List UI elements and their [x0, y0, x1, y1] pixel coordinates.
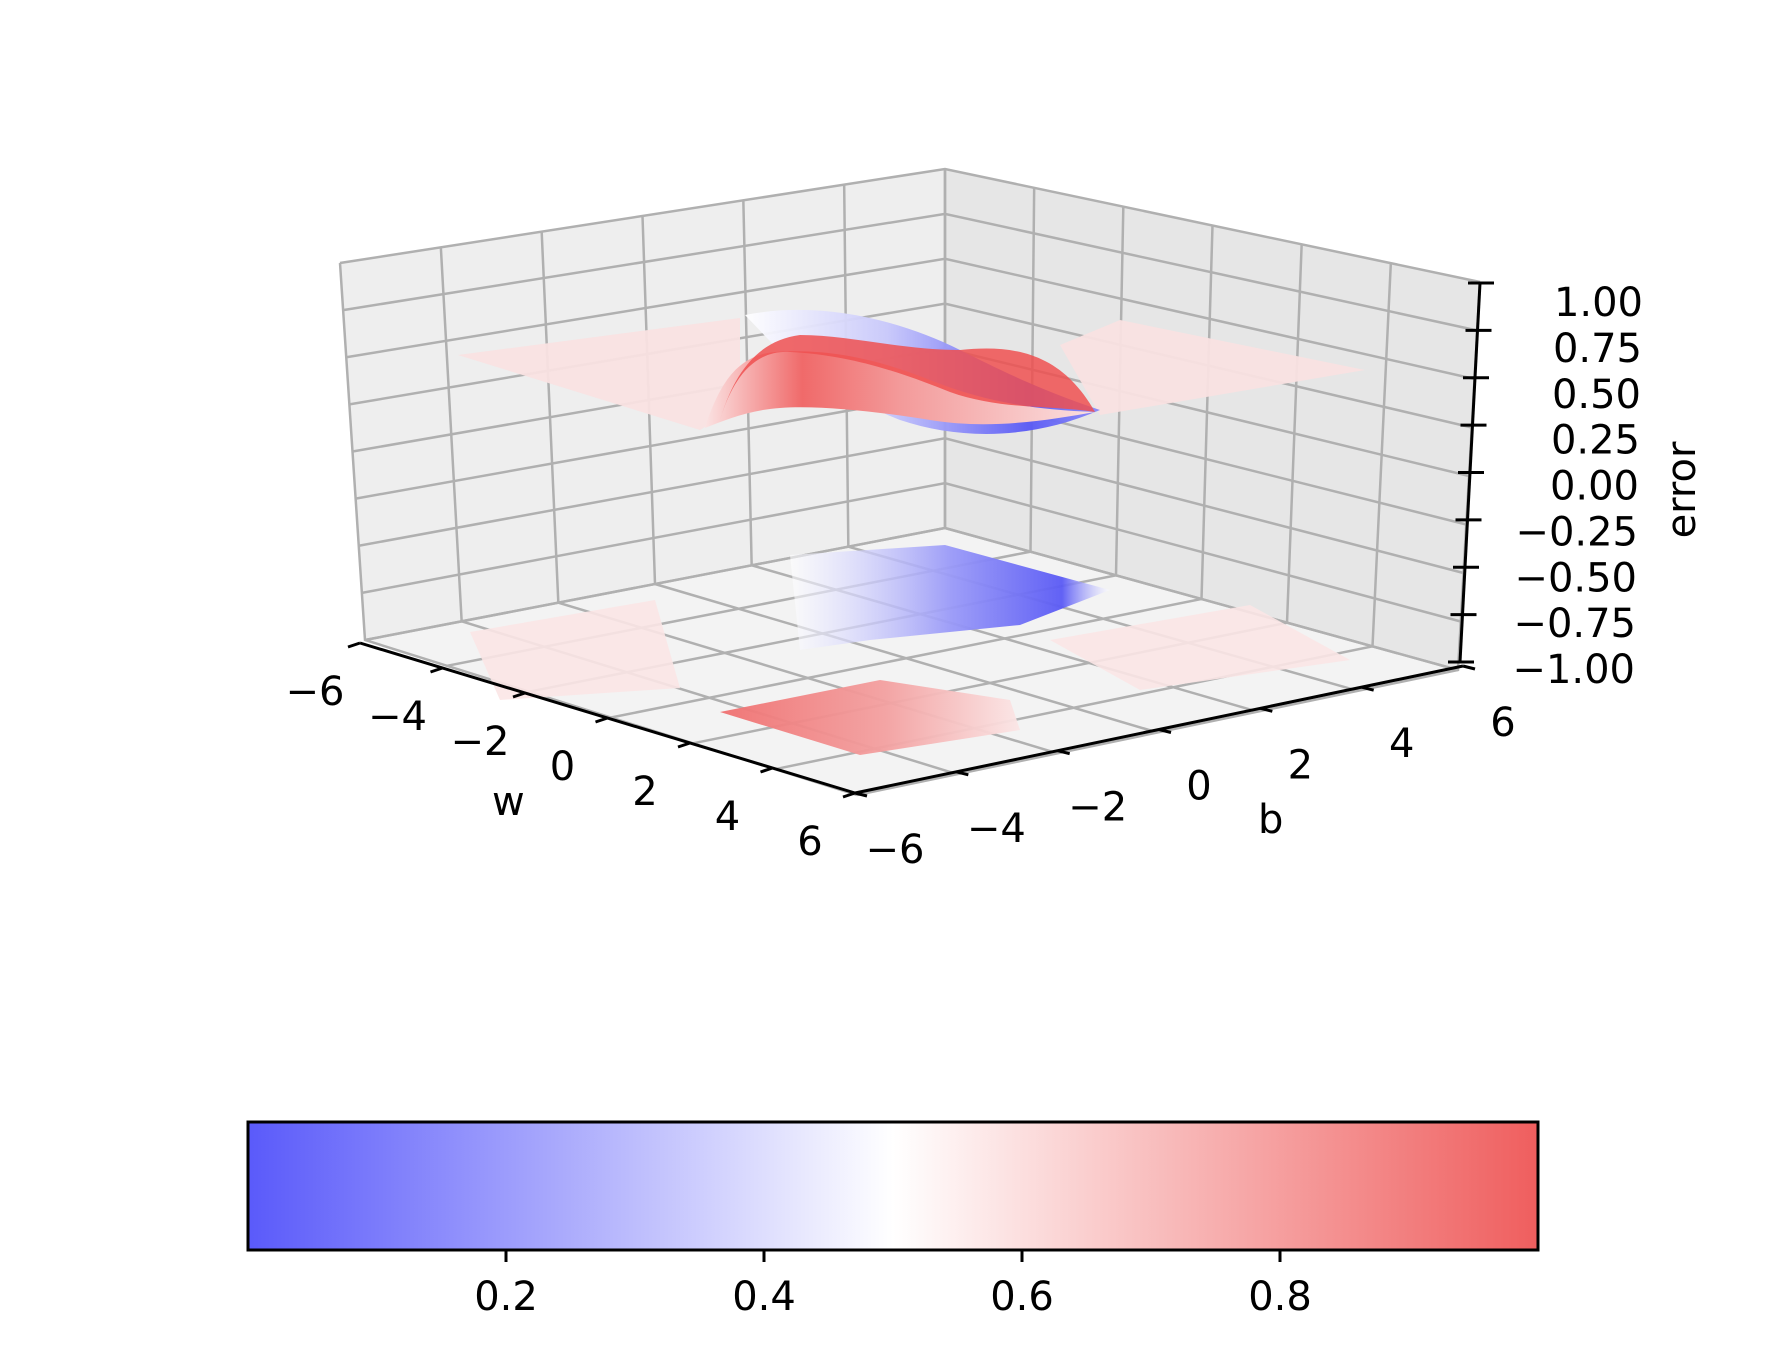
contour-plateau-right [1050, 605, 1350, 690]
surface-red-wave [720, 335, 1095, 420]
error-tick-label: 0.00 [1550, 464, 1639, 510]
error-tick-label: 1.00 [1554, 280, 1643, 326]
colorbar-gradient [246, 1120, 1540, 1252]
error-tick-label: −0.50 [1514, 555, 1637, 601]
w-tick-label: −6 [286, 669, 345, 715]
contour-red-region [720, 680, 1020, 755]
error-axis-label: error [1659, 441, 1705, 538]
w-axis-tick [677, 741, 691, 749]
b-axis-tick [1462, 664, 1476, 671]
w-axis-tick [512, 691, 526, 699]
error-tick-label: −1.00 [1512, 647, 1635, 693]
colorbar-tick-label: 0.8 [1248, 1274, 1312, 1320]
contour-blue-region [790, 545, 1110, 650]
contour-plateau-left [470, 600, 680, 700]
b-tick-label: 2 [1288, 742, 1313, 788]
colorbar-tick-label: 0.2 [474, 1274, 538, 1320]
error-tick-label: −0.75 [1513, 601, 1636, 647]
b-tick-label: −6 [866, 827, 925, 873]
error-tick-label: −0.25 [1515, 509, 1638, 555]
surface-red-ridge [705, 351, 1095, 428]
b-axis-tick [1259, 706, 1273, 713]
w-tick-label: −4 [368, 694, 427, 740]
b-axis-tick [854, 791, 868, 798]
error-tick-label: 0.50 [1552, 372, 1641, 418]
w-axis-tick [430, 666, 443, 674]
error-tick-label: 0.25 [1551, 418, 1640, 464]
b-tick-label: 6 [1490, 700, 1515, 746]
b-tick-label: −4 [967, 806, 1026, 852]
b-axis-tick [955, 770, 969, 777]
error-surface [458, 309, 1365, 434]
surface-plateau-left [458, 318, 740, 430]
b-axis-tick [1361, 685, 1375, 692]
b-axis-tick [1057, 749, 1071, 756]
error-tick-label: 0.75 [1553, 326, 1642, 372]
w-axis-tick [760, 766, 773, 774]
w-tick-label: −2 [451, 719, 510, 765]
w-axis-tick [842, 791, 856, 799]
b-tick-label: 0 [1186, 764, 1211, 810]
b-tick-label: 4 [1389, 721, 1414, 767]
b-tick-label: −2 [1068, 785, 1127, 831]
b-axis-tick [1158, 728, 1172, 734]
colorbar: 0.2 0.4 0.6 0.8 [246, 1120, 1540, 1320]
colorbar-tick-label: 0.4 [732, 1274, 796, 1320]
surface-plateau-right [1060, 320, 1365, 415]
b-axis-label: b [1258, 797, 1283, 843]
w-axis-tick [595, 716, 608, 724]
grid-line-b [364, 169, 947, 642]
w-tick-label: 0 [550, 744, 575, 790]
colorbar-tick-label: 0.6 [990, 1274, 1054, 1320]
w-axis-tick [347, 641, 361, 649]
w-axis-label: w [492, 779, 525, 825]
w-tick-label: 2 [632, 769, 657, 815]
w-tick-label: 4 [715, 794, 740, 840]
w-tick-label: 6 [797, 819, 822, 865]
contour-projection [470, 545, 1350, 755]
